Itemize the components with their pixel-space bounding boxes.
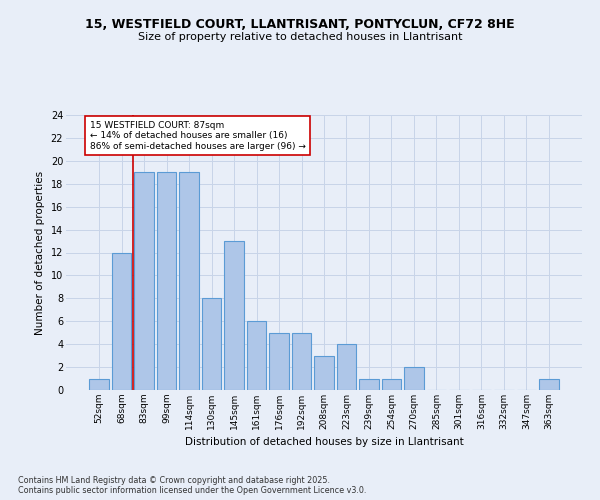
- Bar: [134, 172, 154, 390]
- Bar: [179, 172, 199, 390]
- Bar: [269, 332, 289, 390]
- Text: 15 WESTFIELD COURT: 87sqm
← 14% of detached houses are smaller (16)
86% of semi-: 15 WESTFIELD COURT: 87sqm ← 14% of detac…: [89, 120, 305, 150]
- Text: Contains HM Land Registry data © Crown copyright and database right 2025.
Contai: Contains HM Land Registry data © Crown c…: [18, 476, 367, 495]
- Bar: [337, 344, 356, 390]
- Bar: [404, 367, 424, 390]
- Text: 15, WESTFIELD COURT, LLANTRISANT, PONTYCLUN, CF72 8HE: 15, WESTFIELD COURT, LLANTRISANT, PONTYC…: [85, 18, 515, 30]
- Bar: [157, 172, 176, 390]
- Bar: [359, 378, 379, 390]
- Y-axis label: Number of detached properties: Number of detached properties: [35, 170, 45, 334]
- X-axis label: Distribution of detached houses by size in Llantrisant: Distribution of detached houses by size …: [185, 438, 463, 448]
- Bar: [112, 252, 131, 390]
- Bar: [382, 378, 401, 390]
- Bar: [314, 356, 334, 390]
- Bar: [202, 298, 221, 390]
- Bar: [247, 322, 266, 390]
- Bar: [292, 332, 311, 390]
- Text: Size of property relative to detached houses in Llantrisant: Size of property relative to detached ho…: [138, 32, 462, 42]
- Bar: [539, 378, 559, 390]
- Bar: [224, 241, 244, 390]
- Bar: [89, 378, 109, 390]
